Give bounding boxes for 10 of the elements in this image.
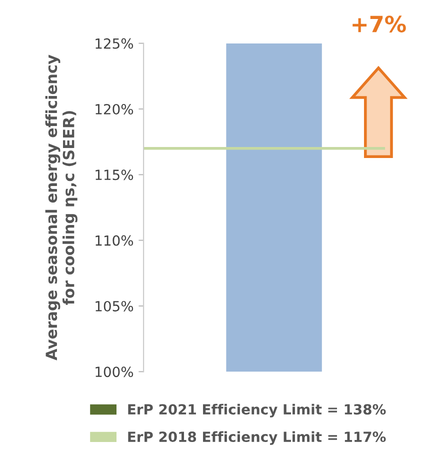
y-tick-label: 100% <box>96 366 134 378</box>
y-tick-label: 120% <box>96 104 134 114</box>
y-tick-label: 125% <box>96 38 134 49</box>
y-tick-label: 105% <box>96 300 134 312</box>
y-axis-title: Average seasonal energy efficiency for cooling ηs,c (SEER) <box>45 54 78 360</box>
y-tick-label: 110% <box>96 235 134 246</box>
legend-label: ErP 2021 Efficiency Limit = 138% <box>128 404 386 418</box>
y-tick-label: 115% <box>96 170 134 180</box>
text: +7% <box>352 16 406 32</box>
legend-label: ErP 2018 Efficiency Limit = 117% <box>128 431 386 445</box>
